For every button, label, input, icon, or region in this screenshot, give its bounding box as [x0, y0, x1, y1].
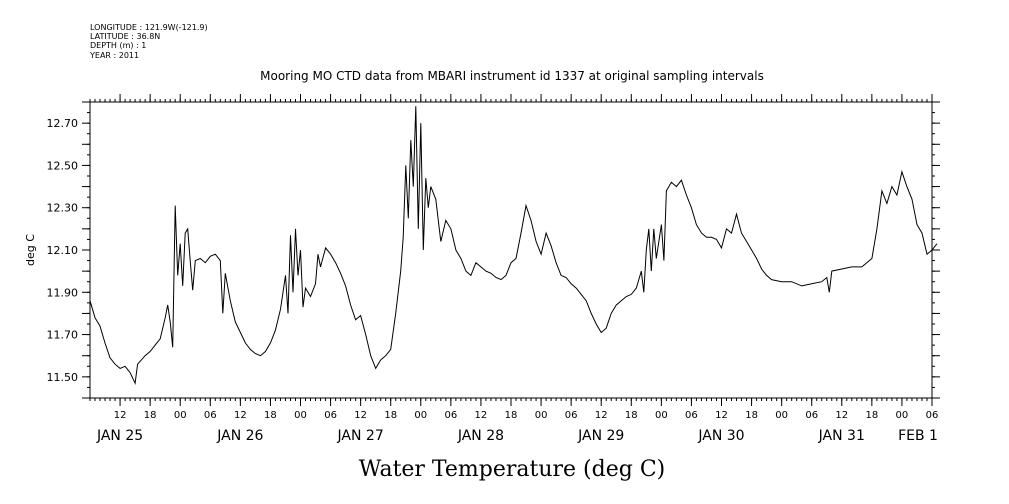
x-day-label: JAN 27: [337, 428, 384, 444]
x-day-label: JAN 30: [697, 428, 744, 444]
x-hour-tick-label: 18: [625, 410, 638, 421]
x-hour-tick-label: 12: [595, 410, 608, 421]
x-day-label: JAN 31: [818, 428, 865, 444]
x-hour-tick-label: 12: [114, 410, 127, 421]
y-tick-label: 12.50: [47, 159, 79, 172]
x-hour-tick-label: 06: [324, 410, 337, 421]
x-hour-tick-label: 18: [505, 410, 518, 421]
y-tick-label: 11.70: [47, 329, 79, 342]
depth-label: DEPTH (m) : 1: [90, 41, 146, 50]
x-hour-tick-label: 18: [745, 410, 758, 421]
x-hour-tick-label: 00: [414, 410, 427, 421]
y-axis-label: deg C: [24, 234, 37, 266]
x-hour-tick-label: 06: [565, 410, 578, 421]
x-hour-tick-label: 06: [204, 410, 217, 421]
x-hour-tick-label: 06: [444, 410, 457, 421]
x-hour-tick-label: 12: [715, 410, 728, 421]
x-hour-tick-label: 00: [896, 410, 909, 421]
x-hour-tick-label: 12: [354, 410, 367, 421]
x-hour-tick-label: 18: [865, 410, 878, 421]
y-tick-label: 12.10: [47, 244, 79, 257]
x-hour-tick-label: 00: [294, 410, 307, 421]
y-tick-label: 12.70: [47, 117, 79, 130]
x-day-label: JAN 25: [96, 428, 143, 444]
x-hour-tick-label: 12: [475, 410, 488, 421]
x-day-label: FEB 1: [898, 428, 938, 444]
y-tick-label: 12.30: [47, 202, 79, 215]
x-hour-tick-label: 12: [835, 410, 848, 421]
latitude-label: LATITUDE : 36.8N: [90, 32, 160, 41]
y-tick-label: 11.50: [47, 371, 79, 384]
water-temperature-line: [89, 106, 938, 385]
plot-frame: [89, 101, 933, 399]
x-hour-tick-label: 00: [174, 410, 187, 421]
x-day-label: JAN 28: [457, 428, 504, 444]
year-label: YEAR : 2011: [89, 51, 139, 60]
x-day-label: JAN 29: [577, 428, 624, 444]
x-axis: 12 18 00 06 12 18 00 06 12 18 00 06 12 18 00 06 12 18 00 06…: [96, 94, 938, 444]
y-axis: 11.50 11.70 11.90 12.10 12.30 12.50 12.70: [47, 101, 940, 399]
x-hour-tick-label: 06: [685, 410, 698, 421]
y-tick-label: 11.90: [47, 286, 79, 299]
x-hour-tick-label: 18: [144, 410, 157, 421]
chart-title: Mooring MO CTD data from MBARI instrumen…: [260, 69, 764, 83]
longitude-label: LONGITUDE : 121.9W(-121.9): [90, 23, 208, 32]
x-hour-tick-label: 18: [264, 410, 277, 421]
x-hour-tick-label: 18: [384, 410, 397, 421]
x-axis-title: Water Temperature (deg C): [359, 457, 666, 482]
x-hour-tick-label: 06: [805, 410, 818, 421]
x-hour-tick-label: 00: [535, 410, 548, 421]
x-hour-tick-label: 00: [655, 410, 668, 421]
x-hour-tick-label: 00: [775, 410, 788, 421]
x-hour-tick-label: 06: [926, 410, 939, 421]
minor-ticks: [87, 99, 935, 401]
x-day-label: JAN 26: [216, 428, 263, 444]
x-hour-tick-label: 12: [234, 410, 247, 421]
